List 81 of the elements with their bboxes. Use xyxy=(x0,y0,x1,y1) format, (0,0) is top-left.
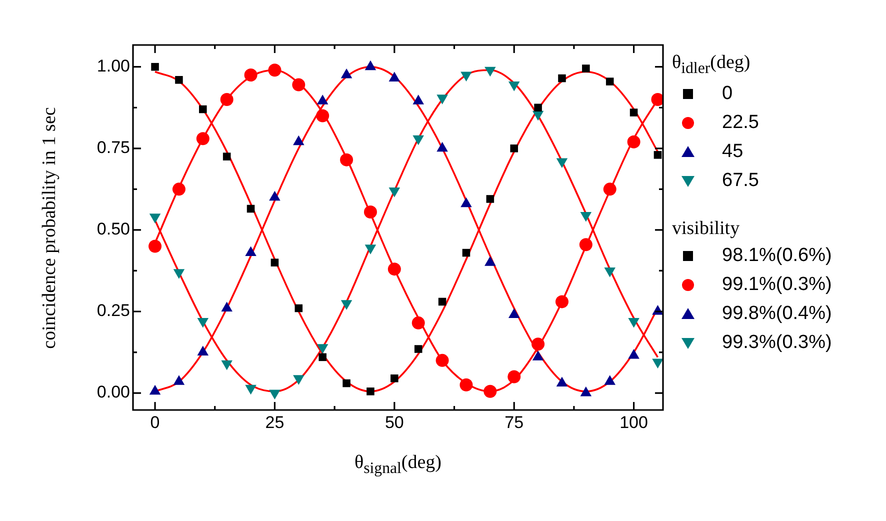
point xyxy=(532,350,544,360)
point xyxy=(270,258,279,266)
legend-title: θ$_{idler}$(deg) xyxy=(672,52,752,78)
point xyxy=(579,238,592,252)
point xyxy=(246,204,255,213)
point xyxy=(555,295,568,308)
point xyxy=(412,316,425,330)
point xyxy=(462,248,470,257)
text: 99.8%(0.4%) xyxy=(722,303,832,326)
point xyxy=(220,92,234,106)
point xyxy=(269,190,280,201)
point xyxy=(268,64,282,77)
point xyxy=(364,206,377,219)
legend-label: 22.5 xyxy=(722,112,759,134)
point xyxy=(199,105,207,114)
point xyxy=(196,132,210,146)
point xyxy=(484,384,497,398)
legend-label: 45 xyxy=(722,141,744,164)
point xyxy=(197,346,209,356)
y-tick-label: 0.50 xyxy=(96,220,130,239)
point xyxy=(438,298,446,306)
point xyxy=(342,379,350,388)
x-tick-label: 0 xyxy=(150,412,160,432)
point xyxy=(318,353,326,362)
point xyxy=(172,182,186,196)
x-tick-label: 100 xyxy=(620,412,648,432)
text: 99.1%(0.3%) xyxy=(722,274,832,296)
point xyxy=(628,349,640,359)
point xyxy=(580,386,592,396)
point xyxy=(149,384,161,395)
point xyxy=(292,78,306,92)
text: 99.3%(0.3%) xyxy=(722,332,832,354)
legend-label: 67.5 xyxy=(722,170,759,192)
point xyxy=(390,374,398,382)
point xyxy=(630,108,638,116)
text: 98.1%(0.6%) xyxy=(722,245,832,268)
point xyxy=(486,195,494,203)
point xyxy=(460,197,472,208)
point xyxy=(484,66,496,77)
point xyxy=(388,262,401,276)
point xyxy=(294,304,303,312)
y-tick-label: 0.25 xyxy=(96,301,130,320)
point xyxy=(436,354,449,367)
point xyxy=(510,144,518,152)
point xyxy=(151,62,159,71)
y-tick-label: 0.00 xyxy=(96,382,130,402)
point xyxy=(340,153,354,166)
point xyxy=(558,74,566,82)
y-axis-title: coincidence probability in 1 sec xyxy=(39,107,61,349)
x-tick-label: 50 xyxy=(384,412,404,432)
point xyxy=(603,182,616,196)
point xyxy=(508,308,520,318)
point xyxy=(244,68,258,82)
text: visibility xyxy=(672,218,741,240)
point xyxy=(604,375,616,385)
y-tick-label: 0.75 xyxy=(96,138,130,158)
point xyxy=(606,78,614,86)
point xyxy=(532,338,545,351)
point xyxy=(173,375,185,385)
legend-label: 0 xyxy=(722,83,733,106)
point xyxy=(245,246,256,256)
point xyxy=(316,109,330,122)
point xyxy=(221,302,232,312)
point xyxy=(627,135,640,148)
point xyxy=(484,256,496,266)
point xyxy=(534,104,542,112)
point xyxy=(556,376,568,387)
point xyxy=(508,370,521,384)
point xyxy=(222,152,231,160)
point xyxy=(414,345,422,353)
x-axis-title: θ$_{signal}$(deg) xyxy=(353,452,442,478)
point xyxy=(148,240,162,253)
point xyxy=(654,151,662,159)
point xyxy=(366,388,374,396)
point xyxy=(651,92,663,106)
point xyxy=(460,378,473,392)
point xyxy=(582,64,590,72)
x-tick-label: 75 xyxy=(504,412,524,432)
point xyxy=(175,76,183,84)
y-tick-label: 1.00 xyxy=(96,56,130,76)
x-tick-label: 25 xyxy=(265,412,284,432)
